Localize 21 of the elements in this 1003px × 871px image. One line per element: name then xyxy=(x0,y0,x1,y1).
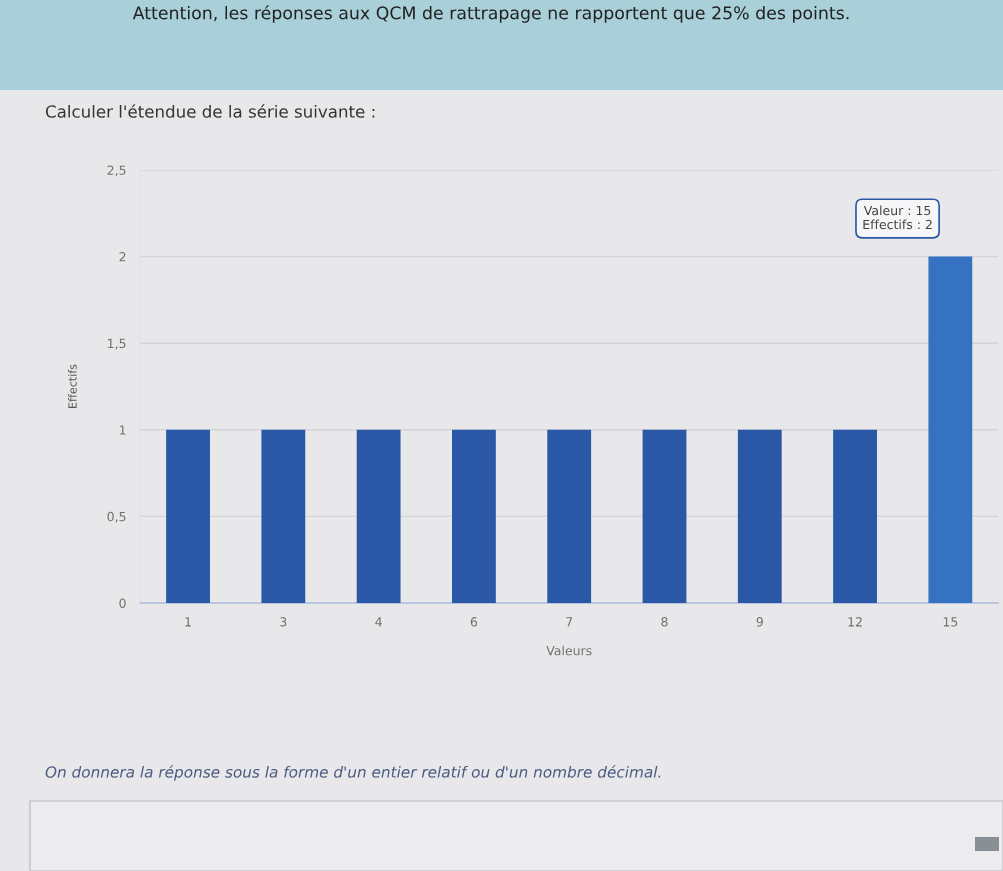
x-tick-label: 9 xyxy=(756,617,763,627)
x-axis-title: Valeurs xyxy=(546,645,592,656)
y-tick-label: 2 xyxy=(119,252,126,262)
x-tick-label: 4 xyxy=(375,617,382,627)
y-tick-label: 0 xyxy=(119,598,126,608)
y-tick-label: 1 xyxy=(119,425,126,435)
x-tick-label: 3 xyxy=(280,617,287,627)
y-axis-title: Effectifs xyxy=(68,364,77,408)
x-tick-label: 1 xyxy=(185,617,191,627)
y-tick-label: 2,5 xyxy=(107,165,126,177)
x-tick-label: 7 xyxy=(566,617,573,627)
chart-title: Calculer l'étendue de la série suivante : xyxy=(45,104,375,118)
x-tick-label: 6 xyxy=(470,617,478,627)
y-tick-label: 1,5 xyxy=(108,338,126,350)
text: Attention, les réponses aux QCM de rattrapage ne rapportent que 25% des points. xyxy=(132,5,849,23)
text: On donnera la réponse sous la forme d'un entier relatif ou d'un nombre décimal. xyxy=(45,765,661,781)
annotation: Valeur : 15 Effectifs : 2 xyxy=(863,205,932,230)
x-tick-label: 15 xyxy=(943,617,958,627)
x-tick-label: 12 xyxy=(848,617,862,627)
y-tick-label: 0,5 xyxy=(107,511,126,523)
x-tick-label: 8 xyxy=(661,617,668,627)
